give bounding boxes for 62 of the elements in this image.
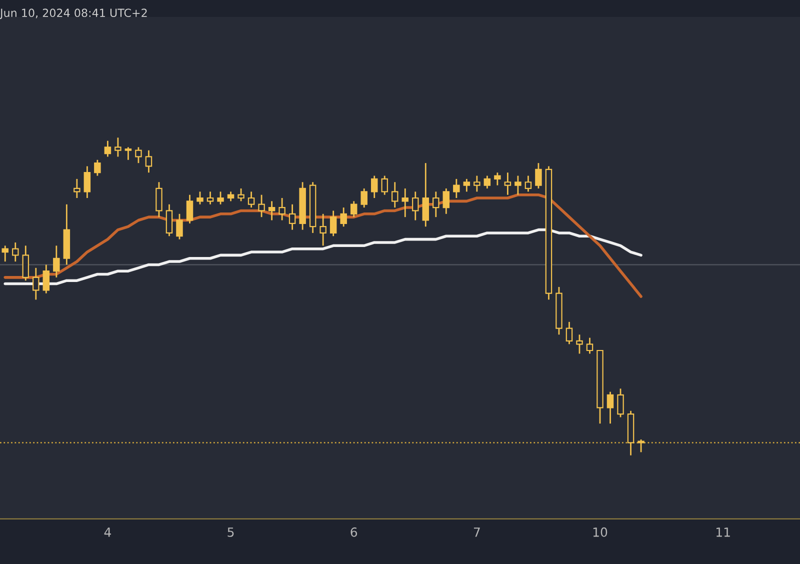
candlestick <box>2 244 9 262</box>
candlestick <box>360 188 368 208</box>
candlestick <box>514 175 522 196</box>
candlestick <box>124 146 132 161</box>
candlestick <box>432 190 440 218</box>
candlestick <box>566 321 573 345</box>
candlestick <box>53 244 60 278</box>
x-tick-label: 6 <box>350 527 358 537</box>
candlestick <box>156 181 162 218</box>
candlestick <box>186 194 194 224</box>
candlestick <box>166 204 173 237</box>
candlestick <box>463 178 470 192</box>
candlestick <box>524 175 532 192</box>
candlestick <box>638 438 644 453</box>
candlestick <box>206 190 214 206</box>
candlestick <box>320 213 326 246</box>
candlestick <box>176 213 183 240</box>
candlestick <box>22 244 30 282</box>
candlestick <box>330 210 337 237</box>
candlestick <box>278 197 286 221</box>
x-tick-label: 5 <box>228 528 234 537</box>
candlestick <box>535 162 542 190</box>
candlestick <box>412 190 419 221</box>
candlestick <box>453 178 460 199</box>
candlestick <box>238 188 244 202</box>
candlestick <box>350 200 358 218</box>
candlestick <box>586 337 594 354</box>
candlestick <box>484 175 491 190</box>
candlestick <box>32 267 40 300</box>
candlestick <box>12 242 19 262</box>
candlestick <box>442 188 450 215</box>
candlestick <box>402 188 409 218</box>
candlestick <box>135 146 142 164</box>
candlestick <box>258 194 265 218</box>
candlestick <box>42 264 50 294</box>
candlestick <box>74 178 80 199</box>
candlestick <box>422 162 430 228</box>
candlestick <box>504 172 512 196</box>
candlestick <box>494 172 501 186</box>
candlestick <box>340 206 347 228</box>
candlestick <box>84 166 91 199</box>
candlestick <box>227 190 234 202</box>
candlestick <box>268 200 276 221</box>
candlestick <box>474 175 480 192</box>
candlestick <box>248 190 255 208</box>
candlestick <box>370 175 378 199</box>
candlestick <box>145 150 152 174</box>
candlestick <box>104 140 112 158</box>
candlestick <box>196 190 204 206</box>
candlestick <box>288 204 296 230</box>
candlestick <box>606 391 614 424</box>
x-tick-label: 10 <box>593 527 608 537</box>
candlestick <box>217 190 224 206</box>
x-tick-label: 7 <box>474 528 480 537</box>
x-tick-label: 4 <box>104 528 111 537</box>
candlestick <box>114 136 122 158</box>
candlestick <box>617 388 624 418</box>
candlestick <box>94 159 101 176</box>
candlestick <box>381 175 388 196</box>
candlestick <box>391 181 398 208</box>
x-tick-label: 11 <box>716 528 730 537</box>
candlestick <box>576 334 583 354</box>
